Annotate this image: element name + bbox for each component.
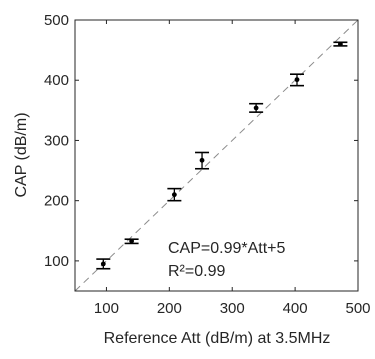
data-point bbox=[129, 238, 135, 244]
data-point-group bbox=[195, 151, 210, 170]
annotation-r-squared: R²=0.99 bbox=[168, 263, 225, 280]
x-tick-label: 400 bbox=[283, 300, 308, 317]
data-point bbox=[294, 77, 300, 83]
plot-frame bbox=[74, 19, 359, 292]
y-tick-label: 400 bbox=[44, 72, 69, 89]
data-point-group bbox=[333, 41, 348, 47]
annotation-equation: CAP=0.99*Att+5 bbox=[168, 240, 286, 257]
data-point-group bbox=[96, 258, 111, 270]
data-point bbox=[337, 41, 343, 47]
y-tick-label: 100 bbox=[44, 253, 69, 270]
x-tick-label: 200 bbox=[157, 300, 182, 317]
data-point-group bbox=[167, 187, 182, 202]
data-point bbox=[253, 105, 259, 111]
reference-line bbox=[74, 19, 359, 292]
x-tick-label: 500 bbox=[345, 300, 370, 317]
data-point-group bbox=[249, 102, 264, 113]
data-point bbox=[100, 261, 106, 267]
reference-line-layer bbox=[74, 19, 359, 292]
y-tick-label: 500 bbox=[44, 12, 69, 29]
ticks-layer: 100 200 300 400 500 100 200 300 400 500 bbox=[44, 12, 371, 317]
data-point bbox=[171, 192, 177, 198]
x-tick-label: 300 bbox=[220, 300, 245, 317]
data-point-group bbox=[289, 73, 304, 87]
x-tick-label: 100 bbox=[94, 300, 119, 317]
data-point bbox=[199, 157, 205, 163]
data-marks-layer bbox=[96, 41, 348, 270]
data-point-group bbox=[124, 238, 139, 245]
y-axis-label: CAP (dB/m) bbox=[13, 112, 30, 197]
x-axis-label: Reference Att (dB/m) at 3.5MHz bbox=[104, 330, 331, 347]
y-tick-label: 300 bbox=[44, 132, 69, 149]
y-tick-label: 200 bbox=[44, 193, 69, 210]
